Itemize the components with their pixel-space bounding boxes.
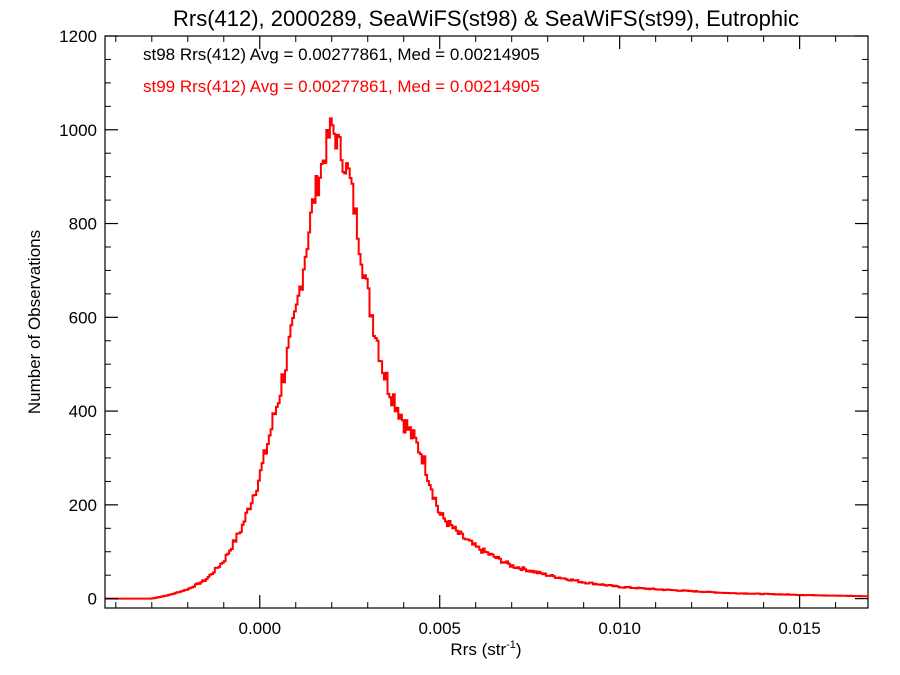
y-tick-label: 0 xyxy=(88,590,97,609)
y-tick-label: 400 xyxy=(69,402,97,421)
annotation-st98: st98 Rrs(412) Avg = 0.00277861, Med = 0.… xyxy=(143,45,540,64)
x-axis-label: Rrs (str-1) xyxy=(450,639,521,659)
x-tick-label: 0.005 xyxy=(418,619,461,638)
x-axis-label-main: Rrs (str xyxy=(450,640,506,659)
st99-histogram-line xyxy=(105,117,868,600)
plot-frame xyxy=(104,35,869,609)
y-tick-label: 600 xyxy=(69,308,97,327)
annotation-st99: st99 Rrs(412) Avg = 0.00277861, Med = 0.… xyxy=(143,77,540,96)
y-tick-labels: 0 200 400 600 800 1000 1200 xyxy=(59,27,97,609)
y-tick-label: 800 xyxy=(69,215,97,234)
chart-title: Rrs(412), 2000289, SeaWiFS(st98) & SeaWi… xyxy=(173,6,799,31)
x-tick-label: 0.010 xyxy=(598,619,641,638)
x-tick-labels: 0.000 0.005 0.010 0.015 xyxy=(238,619,820,638)
x-axis-label-superscript: -1 xyxy=(506,639,516,651)
axis-ticks xyxy=(105,35,868,608)
y-axis-label: Number of Observations xyxy=(25,230,44,414)
y-tick-label: 200 xyxy=(69,496,97,515)
y-tick-label: 1200 xyxy=(59,27,97,46)
x-tick-label: 0.000 xyxy=(238,619,281,638)
x-axis-label-close: ) xyxy=(516,640,522,659)
x-tick-label: 0.015 xyxy=(778,619,821,638)
y-tick-label: 1000 xyxy=(59,121,97,140)
